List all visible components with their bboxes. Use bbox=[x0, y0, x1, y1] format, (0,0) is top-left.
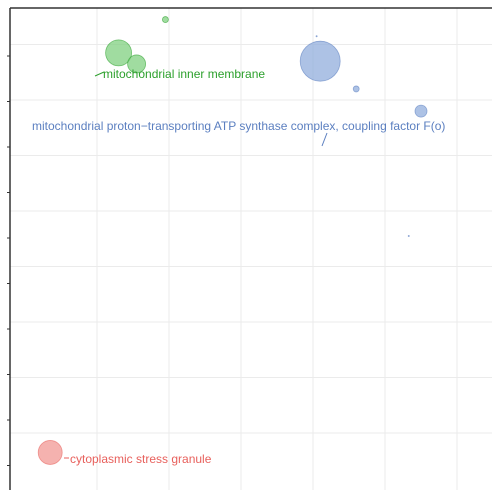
point-labels: mitochondrial inner membrane mitochondria… bbox=[32, 67, 445, 466]
data-point-green-2 bbox=[161, 16, 169, 23]
data-point-green-1 bbox=[127, 54, 147, 74]
data-point-red-0 bbox=[37, 440, 63, 465]
point-label-blue: mitochondrial proton−transporting ATP sy… bbox=[32, 119, 445, 133]
data-point-blue-1 bbox=[352, 85, 360, 93]
label-leader-0 bbox=[94, 71, 105, 77]
label-leader-1 bbox=[321, 132, 328, 147]
data-points bbox=[37, 16, 428, 465]
data-point-green-0 bbox=[105, 39, 132, 67]
data-point-blue-2 bbox=[315, 35, 318, 38]
point-label-red: cytoplasmic stress granule bbox=[70, 452, 212, 466]
point-label-green: mitochondrial inner membrane bbox=[103, 67, 265, 81]
data-point-blue-3 bbox=[414, 104, 428, 118]
grid bbox=[7, 8, 492, 490]
data-point-blue-0 bbox=[299, 40, 341, 82]
data-point-blue-10 bbox=[407, 234, 410, 237]
